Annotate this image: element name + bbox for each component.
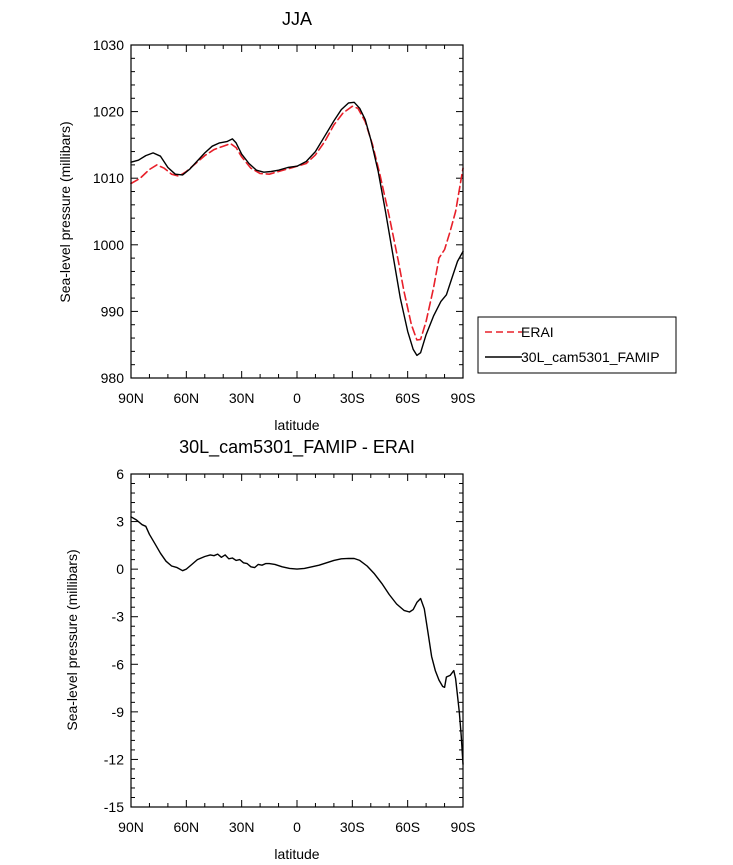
y-tick-label: 990	[101, 303, 125, 319]
x-tick-label: 0	[293, 819, 301, 835]
legend-label-model: 30L_cam5301_FAMIP	[521, 349, 660, 365]
pressure-difference-panel: 30L_cam5301_FAMIP - ERAI Sea-level press…	[64, 437, 475, 862]
y-tick-label: -3	[112, 609, 125, 625]
x-tick-label: 60N	[173, 390, 199, 406]
series-line-1-0	[130, 516, 464, 765]
pressure-climatology-panel: JJA Sea-level pressure (millibars) latit…	[57, 9, 475, 433]
x-tick-label: 30N	[229, 819, 255, 835]
x-axis-label-bottom: latitude	[274, 846, 319, 862]
y-tick-label: 1020	[93, 104, 124, 120]
legend: ERAI 30L_cam5301_FAMIP	[477, 316, 677, 374]
x-tick-label: 30N	[229, 390, 255, 406]
y-axis-label-bottom: Sea-level pressure (millibars)	[64, 549, 80, 730]
plot-frame-bottom	[130, 473, 464, 808]
chart-title-bottom: 30L_cam5301_FAMIP - ERAI	[179, 437, 415, 458]
y-tick-label: 1030	[93, 37, 124, 53]
legend-box	[477, 316, 677, 374]
x-tick-label: 90N	[118, 819, 144, 835]
x-axis-label-top: latitude	[274, 417, 319, 433]
x-tick-label: 60S	[395, 390, 420, 406]
x-tick-label: 0	[293, 390, 301, 406]
x-tick-label: 30S	[340, 819, 365, 835]
series-line-0-0	[130, 105, 464, 341]
y-tick-label: -12	[104, 751, 124, 767]
series-line-0-1	[130, 101, 464, 357]
y-tick-label: 0	[116, 561, 124, 577]
plot-frame-top	[130, 44, 464, 379]
y-tick-label: -9	[112, 704, 125, 720]
legend-label-erai: ERAI	[521, 324, 554, 340]
x-tick-label: 90N	[118, 390, 144, 406]
y-tick-label: -6	[112, 656, 125, 672]
y-tick-label: 3	[116, 514, 124, 530]
x-tick-label: 30S	[340, 390, 365, 406]
y-tick-label: 1000	[93, 237, 124, 253]
x-tick-label: 90S	[451, 819, 476, 835]
y-tick-label: 980	[101, 370, 125, 386]
y-tick-label: 1010	[93, 170, 124, 186]
y-axis-label-top: Sea-level pressure (millibars)	[57, 121, 73, 302]
x-tick-label: 90S	[451, 390, 476, 406]
y-tick-label: -15	[104, 799, 124, 815]
x-tick-label: 60N	[173, 819, 199, 835]
x-tick-label: 60S	[395, 819, 420, 835]
y-tick-label: 6	[116, 466, 124, 482]
chart-title-top: JJA	[282, 9, 312, 29]
